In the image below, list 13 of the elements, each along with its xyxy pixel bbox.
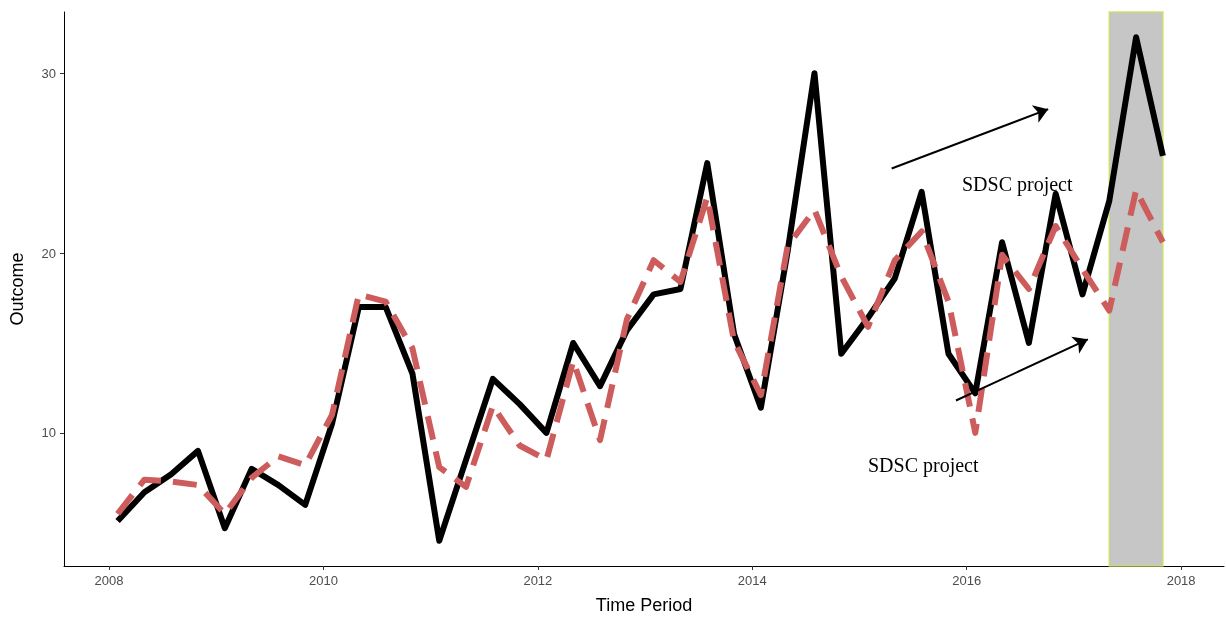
y-tick-label: 30 bbox=[41, 65, 56, 81]
x-tick-label: 2012 bbox=[523, 573, 553, 588]
x-tick-label: 2010 bbox=[308, 573, 338, 588]
annotation: SDSC project bbox=[868, 454, 979, 477]
x-axis-title: Time Period bbox=[595, 595, 693, 615]
annotation: SDSC project bbox=[962, 173, 1073, 196]
x-tick-label: 2016 bbox=[952, 573, 982, 588]
y-tick-label: 20 bbox=[41, 245, 56, 261]
y-axis-title: Outcome bbox=[7, 252, 27, 326]
x-tick-label: 2014 bbox=[737, 573, 767, 588]
x-tick-label: 2008 bbox=[94, 573, 124, 588]
y-tick-label: 10 bbox=[41, 425, 56, 441]
x-tick-label: 2018 bbox=[1166, 573, 1196, 588]
